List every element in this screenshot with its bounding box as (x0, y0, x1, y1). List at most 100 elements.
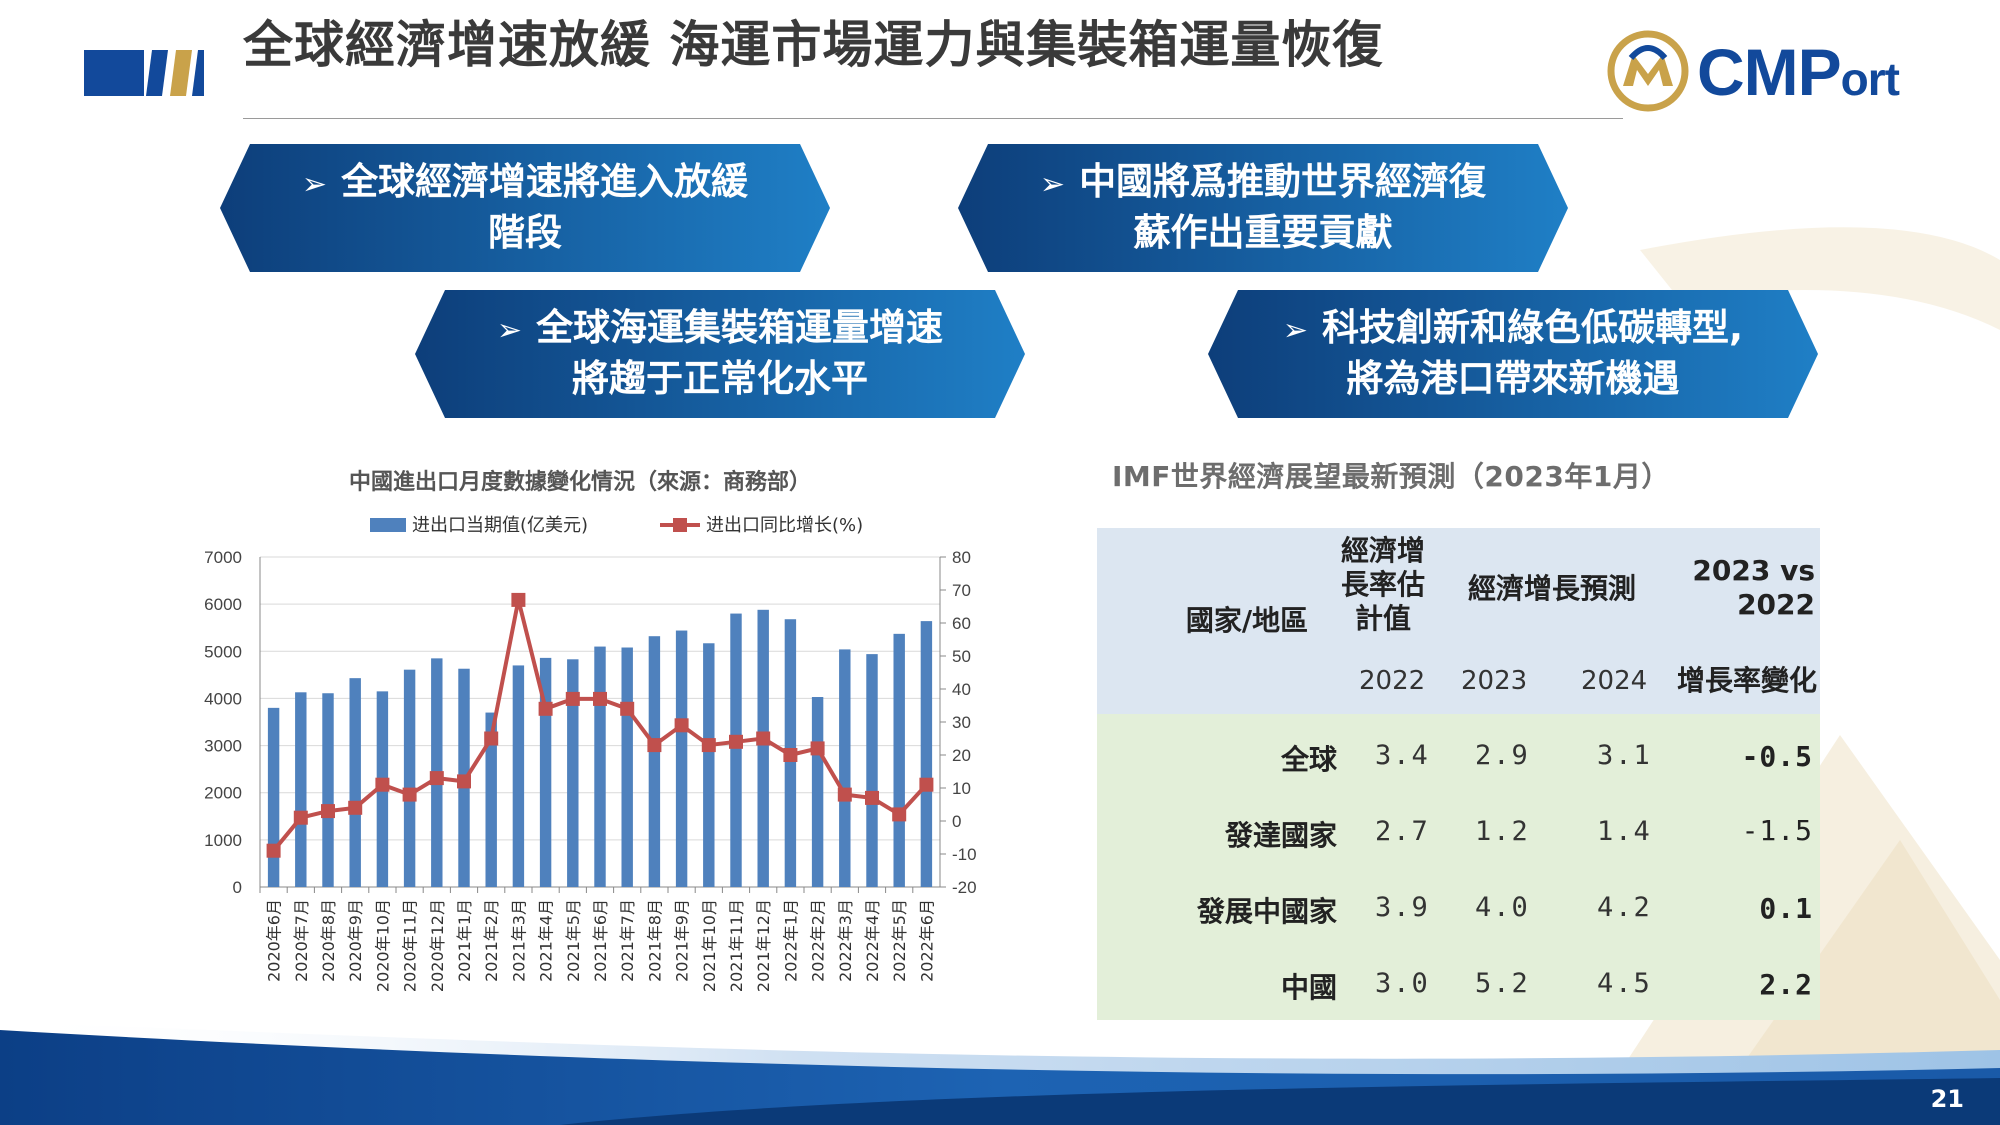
title-underline (243, 118, 1623, 119)
growth-marker (375, 777, 390, 792)
banner-2-line1: ➢ 中國將爲推動世界經濟復 (1039, 160, 1487, 203)
y-left-tick-label: 0 (233, 878, 242, 897)
x-tick-label: 2021年7月 (618, 899, 637, 982)
growth-marker (484, 731, 499, 746)
growth-marker (321, 804, 335, 819)
growth-marker (647, 738, 662, 753)
y-right-tick-label: 20 (952, 746, 971, 765)
x-tick-label: 2021年4月 (537, 899, 556, 982)
growth-marker (593, 691, 607, 706)
y-right-tick-label: 30 (952, 713, 971, 732)
y-right-tick-label: 80 (952, 548, 971, 567)
x-tick-label: 2020年10月 (373, 899, 392, 992)
bar (485, 712, 497, 887)
y-left-tick-label: 2000 (204, 784, 242, 803)
growth-marker (266, 843, 281, 858)
bar (567, 659, 579, 887)
bullet-arrow-icon: ➢ (496, 313, 523, 348)
growth-marker (565, 691, 580, 706)
bar (295, 692, 307, 887)
x-tick-label: 2022年3月 (836, 899, 855, 982)
x-tick-label: 2020年7月 (292, 899, 311, 982)
x-tick-label: 2020年12月 (428, 899, 447, 992)
header-change: 增長率變化 (1676, 664, 1817, 697)
growth-marker (348, 800, 363, 815)
bar (730, 613, 742, 887)
banner-2-line2: 蘇作出重要貢獻 (1133, 211, 1393, 254)
table-title: IMF世界經濟展望最新預測（2023年1月） (1112, 460, 1670, 493)
x-tick-label: 2021年10月 (700, 899, 719, 992)
growth-marker (837, 787, 852, 802)
growth-marker (293, 810, 308, 825)
y-left-tick-label: 7000 (204, 548, 242, 567)
growth-marker (783, 748, 798, 762)
banner-1-line2: 階段 (488, 211, 562, 254)
growth-marker (810, 741, 825, 756)
x-tick-label: 2021年12月 (754, 899, 773, 992)
table-body: 全球 3.4 2.9 3.1 -0.5 發達國家 2.7 1.2 1.4 -1.… (1097, 714, 1820, 1020)
y-right-tick-label: 60 (952, 614, 971, 633)
header-forecast: 經濟增長預測 (1467, 572, 1636, 605)
bar (811, 697, 824, 887)
growth-marker (429, 771, 444, 786)
bullet-arrow-icon: ➢ (1039, 167, 1066, 202)
banner-2: ➢ 中國將爲推動世界經濟復 蘇作出重要貢獻 (958, 144, 1568, 272)
growth-marker (457, 774, 471, 789)
bar (893, 633, 905, 887)
bar (675, 630, 688, 887)
header-year-2022: 2022 (1359, 666, 1426, 696)
x-tick-label: 2022年2月 (809, 899, 828, 982)
bar (621, 647, 633, 887)
cmport-logo: CMPort (1605, 26, 1965, 116)
banner-3: ➢ 全球海運集裝箱運量增速 將趨于正常化水平 (415, 290, 1025, 418)
growth-marker (756, 731, 771, 746)
bar (703, 643, 715, 887)
header-year-2024: 2024 (1581, 666, 1648, 696)
bar (866, 654, 878, 887)
trade-chart: 0 1000 2000 3000 4000 5000 6000 7000 -20 -10 0 10 20… (204, 515, 977, 992)
x-tick-label: 2021年1月 (455, 899, 474, 982)
x-tick-label: 2020年11月 (401, 899, 420, 992)
bullet-arrow-icon: ➢ (301, 167, 328, 202)
growth-marker (538, 701, 553, 716)
banner-4-line1: ➢ 科技創新和綠色低碳轉型, (1282, 306, 1744, 349)
bar (349, 678, 361, 887)
y-left-tick-label: 6000 (204, 595, 242, 614)
y-right-tick-label: 40 (952, 680, 971, 699)
x-tick-label: 2021年2月 (482, 899, 501, 982)
logo-wordmark: CMPort (1697, 35, 1900, 109)
x-tick-label: 2021年5月 (564, 899, 583, 982)
banner-1: ➢ 全球經濟增速將進入放緩 階段 (220, 144, 830, 272)
x-tick-label: 2020年8月 (319, 899, 338, 982)
imf-forecast-table: 國家/地區 經濟增 長率估 計值 經濟增長預測 2023 vs 2022 2022 2… (1097, 528, 1820, 1020)
x-tick-label: 2022年4月 (863, 899, 882, 982)
y-right-tick-label: 0 (952, 812, 961, 831)
bar (839, 649, 851, 887)
bar (648, 636, 661, 887)
y-right-tick-label: -20 (952, 878, 977, 897)
bar (594, 646, 606, 887)
growth-marker (865, 790, 879, 805)
growth-marker (402, 787, 417, 802)
logo-emblem-icon (1607, 30, 1689, 112)
x-tick-label: 2021年9月 (673, 899, 692, 982)
x-tick-label: 2021年6月 (591, 899, 610, 982)
bar (920, 621, 933, 887)
x-tick-label: 2022年1月 (781, 899, 800, 982)
bar (539, 657, 552, 887)
bar (322, 693, 334, 887)
x-tick-label: 2020年9月 (346, 899, 365, 982)
banner-4: ➢ 科技創新和綠色低碳轉型, 將為港口帶來新機遇 (1208, 290, 1818, 418)
growth-marker (892, 807, 907, 822)
x-tick-label: 2022年6月 (917, 899, 936, 982)
legend-line-marker (673, 518, 687, 532)
y-right-tick-label: 10 (952, 779, 971, 798)
bar (757, 609, 769, 887)
banner-3-line1: ➢ 全球海運集裝箱運量增速 (496, 306, 944, 349)
bar (403, 669, 416, 887)
growth-marker (729, 734, 743, 749)
y-right-tick-label: 70 (952, 581, 971, 600)
growth-marker (674, 718, 689, 733)
growth-marker (620, 701, 635, 716)
